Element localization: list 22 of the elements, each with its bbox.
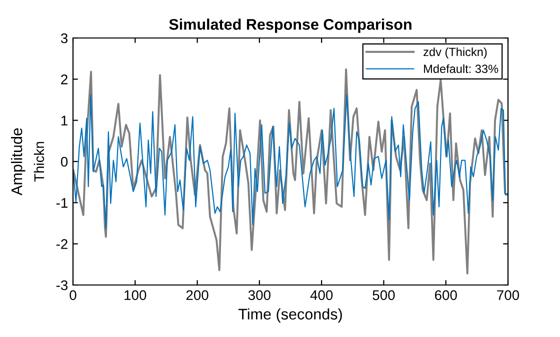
x-tick-label: 300 xyxy=(248,290,270,300)
x-tick-label: 100 xyxy=(124,290,146,300)
y-tick-label: 1 xyxy=(61,116,68,126)
y-axis-title: Amplitude xyxy=(10,128,26,196)
x-tick-label: 400 xyxy=(310,290,333,300)
y-tick-label: -3 xyxy=(56,280,68,290)
x-tick-label: 0 xyxy=(70,290,76,300)
x-tick-label: 200 xyxy=(186,290,208,300)
chart-title: Simulated Response Comparison xyxy=(169,18,412,33)
x-tick-label: 600 xyxy=(434,290,457,300)
x-axis-title: Time (seconds) xyxy=(238,308,342,323)
legend-label: zdv (Thickn) xyxy=(424,47,487,58)
line-series xyxy=(73,94,508,229)
y-tick-label: 2 xyxy=(61,74,68,84)
legend-label: Mdefault: 33% xyxy=(424,64,498,74)
x-tick-label: 700 xyxy=(497,290,520,300)
y-tick-label: 3 xyxy=(60,33,68,44)
text: Thickn xyxy=(34,142,44,182)
y-tick-label: -1 xyxy=(56,198,68,208)
y-tick-label: 0 xyxy=(60,156,68,167)
y-tick-label: -2 xyxy=(56,239,68,249)
x-tick-label: 500 xyxy=(372,290,395,300)
